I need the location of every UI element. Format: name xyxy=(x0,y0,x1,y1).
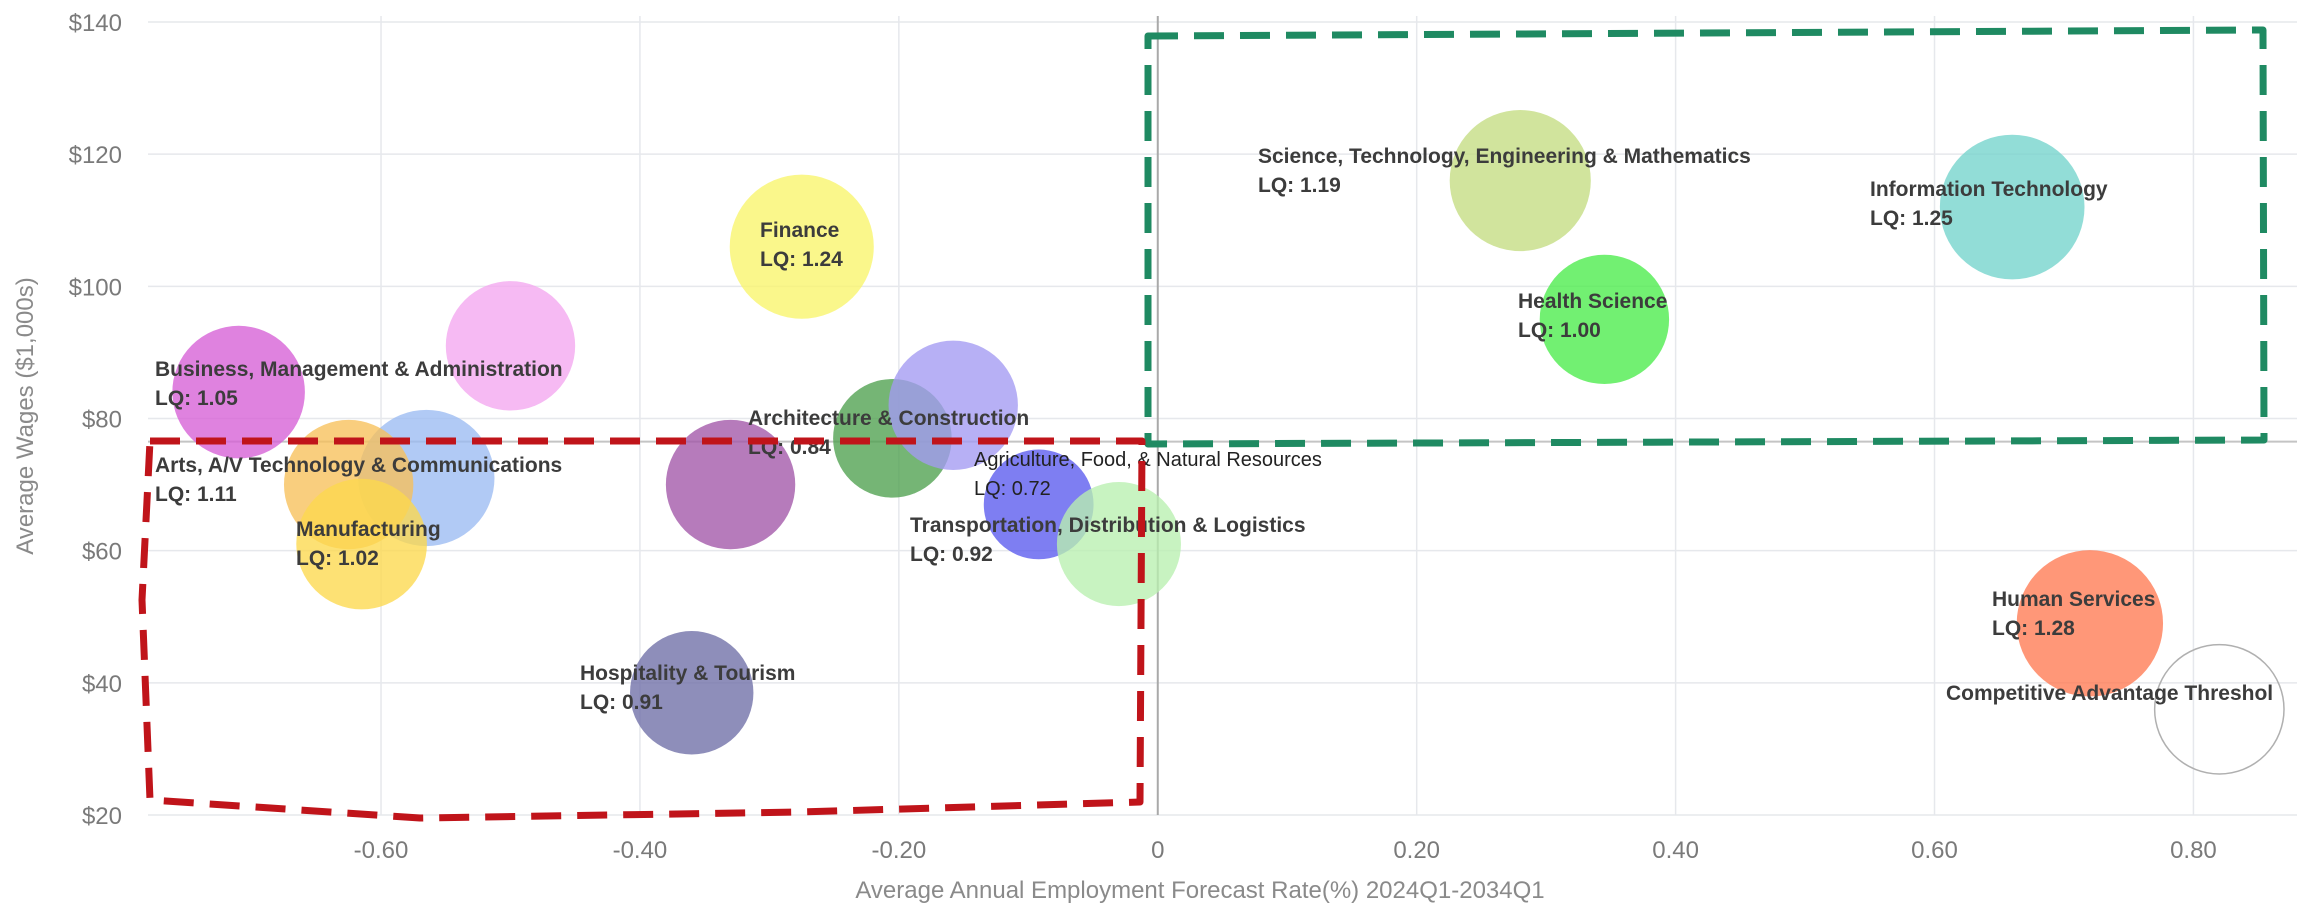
bubble-name-label: Transportation, Distribution & Logistics xyxy=(910,514,1306,537)
x-tick-label: -0.40 xyxy=(613,837,668,864)
bubble-name-label: Finance xyxy=(760,219,839,242)
y-tick-label: $20 xyxy=(82,803,122,830)
bubble-16 xyxy=(2153,643,2285,775)
y-tick-label: $140 xyxy=(69,10,122,37)
bubble-name-label: Human Services xyxy=(1992,588,2155,611)
x-tick-label: -0.60 xyxy=(354,837,409,864)
x-tick-label: 0.40 xyxy=(1652,837,1699,864)
x-tick-label: -0.20 xyxy=(872,837,927,864)
bubble-5 xyxy=(729,174,874,319)
bubble-15 xyxy=(2016,550,2164,697)
bubble-lq-label: LQ: 0.72 xyxy=(974,478,1051,500)
bubble-12 xyxy=(1449,110,1591,252)
bubble-10 xyxy=(1056,482,1181,607)
highlight-bottom-left xyxy=(138,437,1146,822)
bubble-name-label: Hospitality & Tourism xyxy=(580,662,795,685)
y-tick-label: $60 xyxy=(82,539,122,566)
axis-layer: Average Annual Employment Forecast Rate(… xyxy=(12,10,2217,904)
bubble-lq-label: LQ: 1.19 xyxy=(1258,174,1341,197)
bubble-11 xyxy=(630,631,754,755)
bubble-0 xyxy=(172,325,305,459)
bubble-name-label: Competitive Advantage Threshol xyxy=(1946,682,2273,705)
bubble-name-label: Health Science xyxy=(1518,290,1667,313)
bubble-name-label: Arts, A/V Technology & Communications xyxy=(155,454,562,477)
bubble-lq-label: LQ: 1.05 xyxy=(155,387,238,410)
label-layer: Business, Management & Administration LQ:… xyxy=(155,145,2273,714)
y-tick-label: $100 xyxy=(69,274,122,301)
y-tick-label: $80 xyxy=(82,407,122,434)
bubble-lq-label: LQ: 0.91 xyxy=(580,691,663,714)
highlight-top-right xyxy=(1144,26,2268,448)
bubble-name-label: Business, Management & Administration xyxy=(155,358,563,381)
y-tick-label: $120 xyxy=(69,142,122,169)
bubble-name-label: Information Technology xyxy=(1870,178,2108,201)
bubble-lq-label: LQ: 1.02 xyxy=(296,547,379,570)
bubble-layer xyxy=(172,110,2285,775)
highlight-layer xyxy=(138,26,2268,822)
x-axis-title: Average Annual Employment Forecast Rate(… xyxy=(855,877,1544,903)
bubble-name-label: Architecture & Construction xyxy=(748,407,1029,430)
bubble-13 xyxy=(1539,254,1670,385)
x-tick-label: 0.60 xyxy=(1911,837,1958,864)
bubble-name-label: Manufacturing xyxy=(296,518,441,541)
bubble-lq-label: LQ: 1.24 xyxy=(760,248,843,271)
bubble-4 xyxy=(296,478,427,610)
y-tick-label: $40 xyxy=(82,671,122,698)
bubble-lq-label: LQ: 0.92 xyxy=(910,543,993,566)
bubble-14 xyxy=(1939,134,2085,280)
x-tick-label: 0.20 xyxy=(1393,837,1440,864)
bubble-name-label: Agriculture, Food, & Natural Resources xyxy=(974,449,1322,471)
x-tick-label: 0.80 xyxy=(2170,837,2217,864)
bubble-1 xyxy=(445,281,576,411)
y-axis-title: Average Wages ($1,000s) xyxy=(12,277,39,555)
bubble-lq-label: LQ: 1.25 xyxy=(1870,207,1953,230)
bubble-lq-label: LQ: 1.28 xyxy=(1992,617,2075,640)
bubble-name-label: Science, Technology, Engineering & Mathe… xyxy=(1258,145,1751,168)
bubble-lq-label: LQ: 1.11 xyxy=(155,483,237,506)
bubble-6 xyxy=(665,419,796,550)
x-tick-label: 0 xyxy=(1151,837,1164,864)
bubble-lq-label: LQ: 1.00 xyxy=(1518,319,1601,342)
